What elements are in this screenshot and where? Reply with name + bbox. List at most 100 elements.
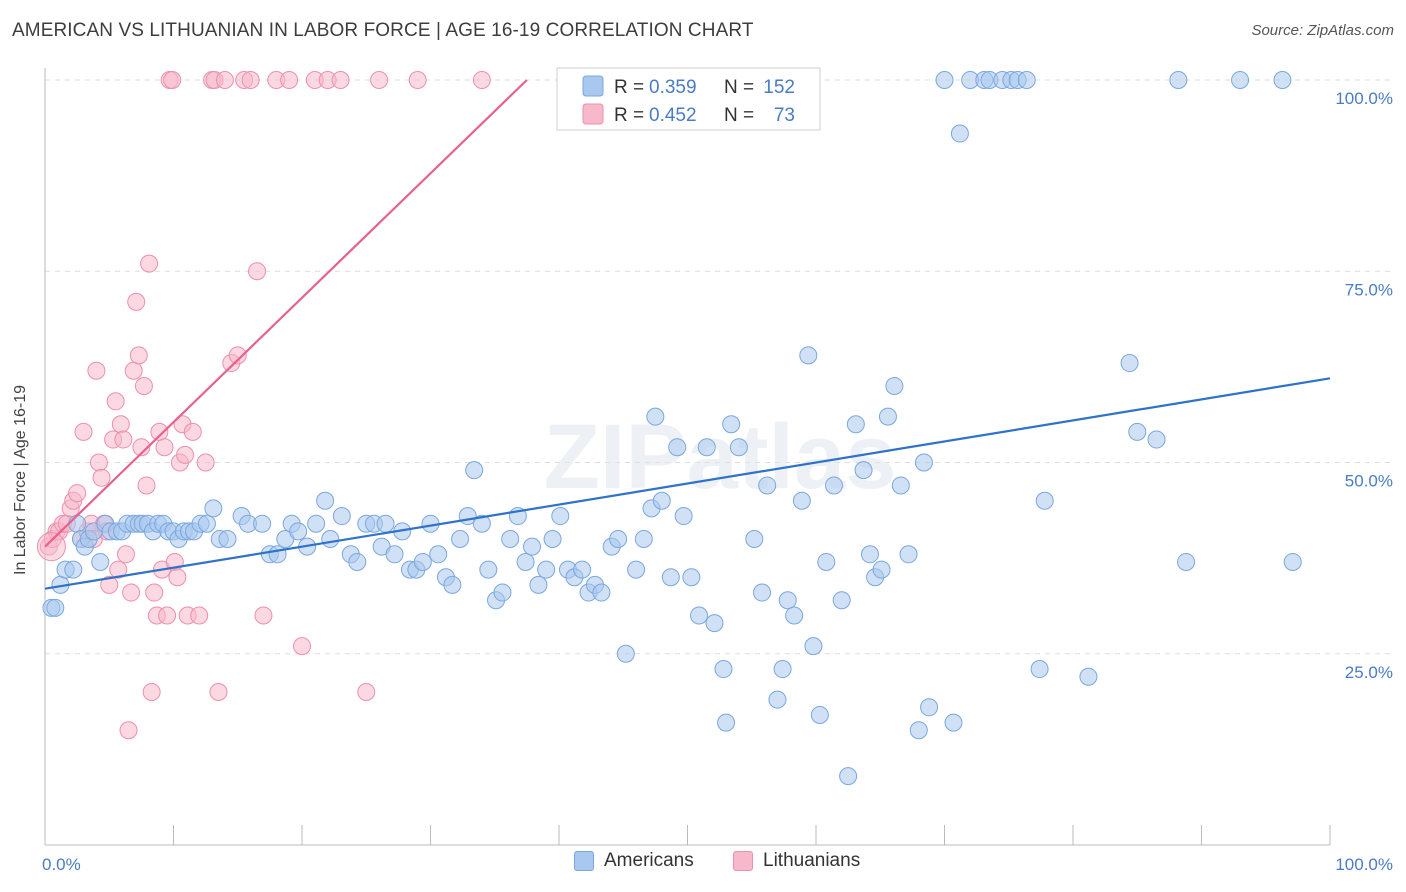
americans-point-114 [824, 476, 843, 495]
lithuanians-point-33 [137, 476, 156, 495]
lithuanians-point-41 [158, 606, 177, 625]
americans-point-82 [592, 583, 611, 602]
lithuanians-swatch [733, 851, 753, 871]
americans-point-140 [1035, 491, 1054, 510]
americans-point-116 [839, 767, 858, 786]
americans-point-105 [768, 690, 787, 709]
americans-point-66 [479, 560, 498, 579]
legend-r-label-0: R = [614, 77, 644, 98]
americans-point-96 [697, 438, 716, 457]
lithuanians-point-61 [248, 262, 267, 281]
lithuanians-point-16 [92, 468, 111, 487]
americans-point-74 [537, 560, 556, 579]
americans-point-98 [714, 660, 733, 679]
americans-point-31 [204, 499, 223, 518]
legend-n-value-0: 152 [763, 77, 795, 98]
americans-point-111 [804, 637, 823, 656]
lithuanians-point-70 [370, 71, 389, 89]
americans-point-119 [860, 545, 879, 564]
lithuanians-point-43 [163, 71, 182, 89]
lithuanians-point-60 [241, 71, 260, 89]
lithuanians-point-23 [111, 415, 130, 434]
americans-point-85 [616, 644, 635, 663]
americans-point-126 [909, 721, 928, 740]
americans-point-141 [1079, 667, 1098, 686]
lithuanians-point-68 [331, 71, 350, 89]
americans-point-125 [899, 545, 918, 564]
americans-swatch [574, 851, 594, 871]
lithuanians-point-28 [124, 361, 143, 380]
legend-item-americans[interactable]: Americans [574, 850, 694, 872]
americans-point-41 [289, 522, 308, 541]
y-axis-label: In Labor Force | Age 16-19 [12, 384, 29, 575]
americans-point-75 [543, 530, 562, 548]
americans-point-44 [316, 491, 335, 510]
americans-point-94 [682, 568, 701, 587]
americans-point-104 [758, 476, 777, 495]
legend-n-value-1: 73 [774, 105, 795, 126]
americans-point-110 [799, 346, 818, 365]
lithuanians-point-10 [74, 422, 93, 441]
legend-n-label-0: N = [724, 77, 754, 98]
americans-point-61 [443, 575, 462, 594]
americans-point-46 [332, 507, 351, 526]
americans-point-115 [832, 591, 851, 610]
legend-r-label-1: R = [614, 105, 644, 126]
lithuanians-point-31 [132, 438, 151, 457]
americans-point-64 [465, 461, 484, 480]
lithuanians-point-24 [114, 430, 133, 449]
y-tick-label-2: 75.0% [1345, 280, 1393, 299]
americans-point-146 [1177, 552, 1196, 571]
americans-point-139 [1030, 660, 1049, 679]
chart-source: Source: ZipAtlas.com [1251, 22, 1394, 39]
y-tick-label-3: 100.0% [1335, 89, 1393, 108]
lithuanians-point-27 [122, 583, 141, 602]
americans-point-57 [413, 552, 432, 571]
americans-point-148 [1273, 71, 1292, 89]
americans-point-48 [348, 552, 367, 571]
americans-point-147 [1231, 71, 1250, 89]
lithuanians-point-26 [119, 721, 138, 740]
americans-point-91 [661, 568, 680, 587]
y-tick-label-0: 25.0% [1345, 663, 1393, 682]
americans-point-73 [529, 575, 548, 594]
americans-point-145 [1169, 71, 1188, 89]
legend-item-lithuanians[interactable]: Lithuanians [733, 850, 860, 872]
americans-point-149 [1283, 552, 1302, 571]
americans-point-122 [878, 407, 897, 426]
lithuanians-point-56 [215, 71, 234, 89]
lithuanians-point-52 [196, 453, 215, 472]
lithuanians-point-30 [129, 346, 148, 365]
trend-lines [44, 79, 1331, 590]
americans-point-38 [268, 545, 287, 564]
americans-point-69 [501, 530, 520, 548]
americans-point-127 [914, 453, 933, 472]
lithuanians-point-15 [89, 453, 108, 472]
americans-point-124 [891, 476, 910, 495]
americans-point-84 [609, 530, 628, 548]
americans-point-143 [1128, 422, 1147, 441]
americans-point-138 [1017, 71, 1036, 89]
lithuanians-point-71 [408, 71, 427, 89]
lithuanians-trend-line [44, 79, 528, 548]
americans-point-112 [810, 705, 829, 724]
americans-point-1 [46, 598, 65, 617]
lithuanians-point-25 [116, 545, 135, 564]
lithuanians-point-38 [150, 422, 169, 441]
americans-point-89 [646, 407, 665, 426]
lithuanians-point-36 [145, 583, 164, 602]
americans-point-5 [68, 514, 87, 533]
lithuanians-point-32 [134, 377, 153, 395]
americans-trend-line [44, 377, 1331, 590]
americans-point-102 [745, 530, 764, 548]
americans-point-106 [773, 660, 792, 679]
lithuanians-point-34 [140, 254, 159, 273]
lithuanians-point-64 [280, 71, 299, 89]
americans-point-118 [854, 461, 873, 480]
americans-point-142 [1120, 354, 1139, 373]
americans-point-86 [627, 560, 646, 579]
lithuanians-point-19 [100, 575, 119, 594]
lithuanians-point-65 [293, 637, 311, 656]
lithuanians-points [36, 71, 491, 740]
